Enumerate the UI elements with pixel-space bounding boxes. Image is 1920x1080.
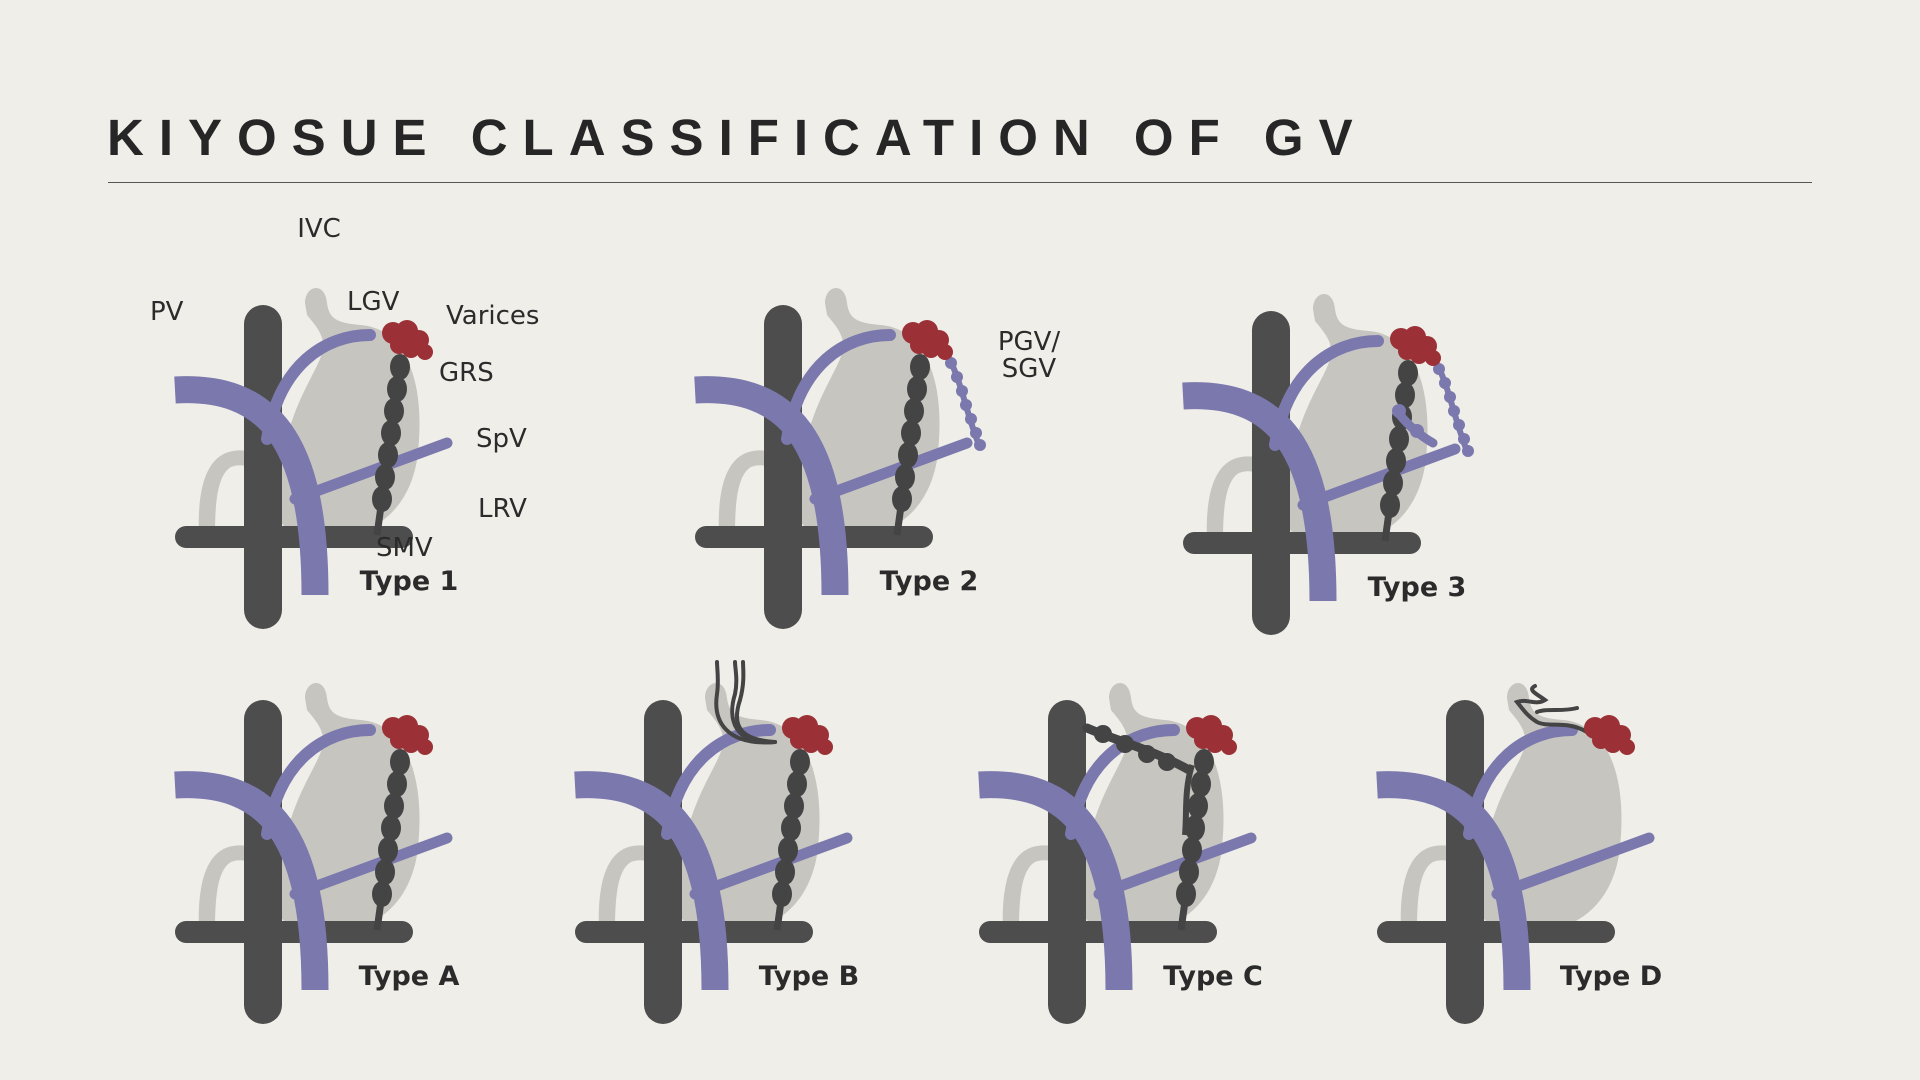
- panel-type-c: Type C: [979, 683, 1263, 1024]
- panel-type-d: Type D: [1377, 683, 1662, 1024]
- type-label: Type B: [759, 961, 859, 992]
- label-grs: GRS: [439, 358, 494, 388]
- label-pv: PV: [150, 297, 184, 327]
- type-label: Type C: [1163, 961, 1263, 992]
- type-label: Type 3: [1368, 572, 1467, 603]
- type-label: Type D: [1560, 961, 1662, 992]
- label-lgv: LGV: [347, 287, 400, 317]
- pgv-sgv-vessel: [1433, 357, 1474, 457]
- label-smv: SMV: [376, 533, 433, 563]
- page-title: KIYOSUE CLASSIFICATION OF GV: [107, 109, 1368, 166]
- type-b-drainage: [714, 660, 777, 745]
- label-pgv: PGV/: [998, 327, 1061, 357]
- panel-type-b: Type B: [575, 660, 859, 1024]
- label-lrv: LRV: [478, 494, 527, 524]
- panel-type-2: Type 2: [695, 288, 986, 629]
- type-label: Type 2: [880, 566, 979, 597]
- type-c-drainage: [1082, 723, 1194, 775]
- panel-type-1: Type 1: [175, 288, 458, 629]
- type-label: Type A: [359, 961, 460, 992]
- type-d-drainage: [1513, 684, 1589, 734]
- panel-type-a: Type A: [175, 683, 459, 1024]
- title-divider: [108, 182, 1812, 183]
- type-label: Type 1: [360, 566, 459, 597]
- panel-type-3: Type 3: [1183, 294, 1474, 635]
- label-sgv: SGV: [1002, 354, 1057, 384]
- collateral-bead: [1410, 424, 1424, 438]
- label-ivc: IVC: [297, 214, 341, 244]
- label-varices: Varices: [446, 301, 539, 331]
- pgv-sgv-vessel: [945, 351, 986, 451]
- label-spv: SpV: [476, 424, 527, 454]
- collateral-bead: [1392, 404, 1406, 418]
